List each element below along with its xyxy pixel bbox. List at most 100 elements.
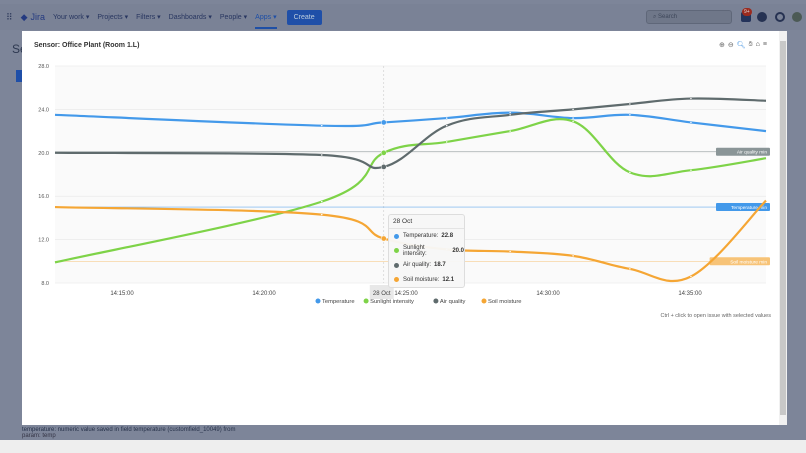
nav-your-work[interactable]: Your work ▾: [53, 14, 90, 21]
legend-marker: [315, 298, 321, 304]
tooltip-date: 28 Oct: [389, 215, 464, 229]
data-point: [508, 250, 512, 253]
nav-people[interactable]: People ▾: [219, 14, 248, 21]
legend-marker: [433, 298, 439, 304]
data-point: [571, 120, 575, 123]
tooltip-row: Temperature: 22.8: [389, 229, 464, 244]
threshold-label-bg: [716, 147, 770, 156]
series-dot: [394, 248, 399, 254]
series-line-sunlight-intensity: [54, 118, 767, 264]
background-button: [16, 70, 22, 82]
legend-item[interactable]: Air quality: [440, 299, 466, 305]
home-icon[interactable]: ⌂: [755, 41, 760, 48]
data-point: [628, 102, 632, 106]
x-tick-label: 14:25:00: [394, 291, 418, 297]
x-tick-label: 14:20:00: [252, 291, 276, 297]
legend-item[interactable]: Temperature: [322, 299, 355, 305]
crosshair-label-bg: [369, 285, 394, 299]
magnifier-icon[interactable]: 🔍︎: [736, 42, 746, 49]
series-dot: [394, 233, 399, 239]
legend-marker: [481, 298, 487, 304]
data-point: [628, 267, 632, 271]
data-point: [445, 116, 448, 120]
menu-icon[interactable]: ≡: [762, 41, 767, 48]
tooltip-row: Soil moisture: 12.1: [389, 273, 464, 288]
top-navigation: ⠿ ◆ Jira Your work ▾ Projects ▾ Filters ▾…: [0, 4, 806, 30]
y-tick-label: 8.0: [41, 281, 49, 287]
threshold-label-bg: [709, 257, 770, 266]
tooltip-value: 12.1: [442, 276, 455, 283]
data-point: [380, 235, 387, 242]
threshold-label: Temperature min: [731, 205, 767, 211]
chart-title: Sensor: Office Plant (Room 1.L): [34, 42, 140, 49]
status-bar: [0, 440, 806, 453]
avatar[interactable]: [792, 12, 802, 22]
nav-dashboards[interactable]: Dashboards ▾: [168, 14, 212, 21]
tooltip-value: 18.7: [434, 262, 446, 269]
data-point: [508, 129, 512, 133]
data-point: [689, 121, 693, 124]
crosshair-label: 28 Oct: [373, 291, 391, 297]
data-point: [320, 213, 323, 216]
data-point: [628, 171, 632, 174]
create-button[interactable]: Create: [286, 9, 322, 25]
jira-logo[interactable]: ◆ Jira: [21, 12, 45, 23]
tooltip-label: Temperature:: [403, 233, 439, 240]
legend-item[interactable]: Sunlight intensity: [370, 299, 414, 305]
zoom-in-icon[interactable]: ⊕: [719, 42, 725, 49]
data-point: [571, 108, 575, 111]
threshold-label: Soil moisture min: [730, 259, 767, 265]
jira-logo-icon: ◆: [20, 11, 28, 22]
notifications-icon[interactable]: [741, 12, 751, 22]
x-tick-label: 14:15:00: [110, 291, 134, 297]
chart-modal: Sensor: Office Plant (Room 1.L) ⊕ ⊖ 🔍︎ ✋…: [22, 31, 787, 425]
nav-projects[interactable]: Projects ▾: [97, 14, 129, 21]
series-dot: [394, 277, 399, 283]
y-tick-label: 20.0: [38, 151, 49, 157]
data-point: [689, 97, 693, 100]
zoom-out-icon[interactable]: ⊖: [727, 42, 734, 49]
data-point: [320, 200, 323, 203]
x-tick-label: 14:30:00: [536, 291, 560, 297]
data-point: [380, 149, 387, 156]
data-point: [445, 140, 448, 144]
threshold-label: Air quality min: [737, 150, 767, 156]
scrollbar-thumb[interactable]: [780, 41, 786, 415]
pan-hand-icon[interactable]: ✋︎: [748, 41, 753, 48]
data-point: [689, 168, 693, 172]
nav-apps[interactable]: Apps ▾: [255, 13, 277, 29]
data-point: [571, 116, 575, 120]
settings-icon[interactable]: [775, 12, 785, 22]
tooltip-label: Air quality:: [403, 262, 432, 269]
search-input[interactable]: ⌕ Search: [646, 10, 732, 24]
data-point: [380, 119, 387, 126]
data-point: [445, 124, 448, 127]
chart-toolbar: ⊕ ⊖ 🔍︎ ✋︎ ⌂ ≡: [719, 41, 767, 49]
series-line-soil-moisture: [54, 199, 767, 283]
app-name: Jira: [30, 12, 46, 22]
legend-marker: [363, 298, 369, 304]
series-line-air-quality: [54, 97, 767, 170]
y-tick-label: 24.0: [38, 107, 49, 113]
data-point: [320, 124, 323, 127]
y-tick-label: 28.0: [38, 64, 49, 70]
tooltip-value: 22.8: [441, 233, 454, 240]
app-switcher-icon[interactable]: ⠿: [6, 11, 13, 22]
tooltip-value: 20.0: [452, 247, 464, 254]
series-dot: [394, 262, 399, 268]
threshold-label-bg: [716, 203, 770, 212]
data-point: [689, 275, 693, 278]
data-point: [380, 164, 387, 170]
chart-hint: Ctrl + click to open issue with selected…: [660, 313, 771, 319]
series-line-temperature: [54, 111, 767, 133]
help-icon[interactable]: [757, 12, 767, 22]
y-tick-label: 12.0: [38, 238, 49, 244]
legend-item[interactable]: Soil moisture: [488, 299, 522, 305]
data-point: [628, 113, 632, 117]
data-point: [508, 111, 512, 114]
tooltip-row: Air quality: 18.7: [389, 258, 464, 273]
x-tick-label: 14:35:00: [678, 291, 702, 297]
y-tick-label: 16.0: [38, 194, 49, 200]
nav-filters[interactable]: Filters ▾: [136, 14, 161, 21]
modal-scrollbar[interactable]: [779, 31, 787, 425]
